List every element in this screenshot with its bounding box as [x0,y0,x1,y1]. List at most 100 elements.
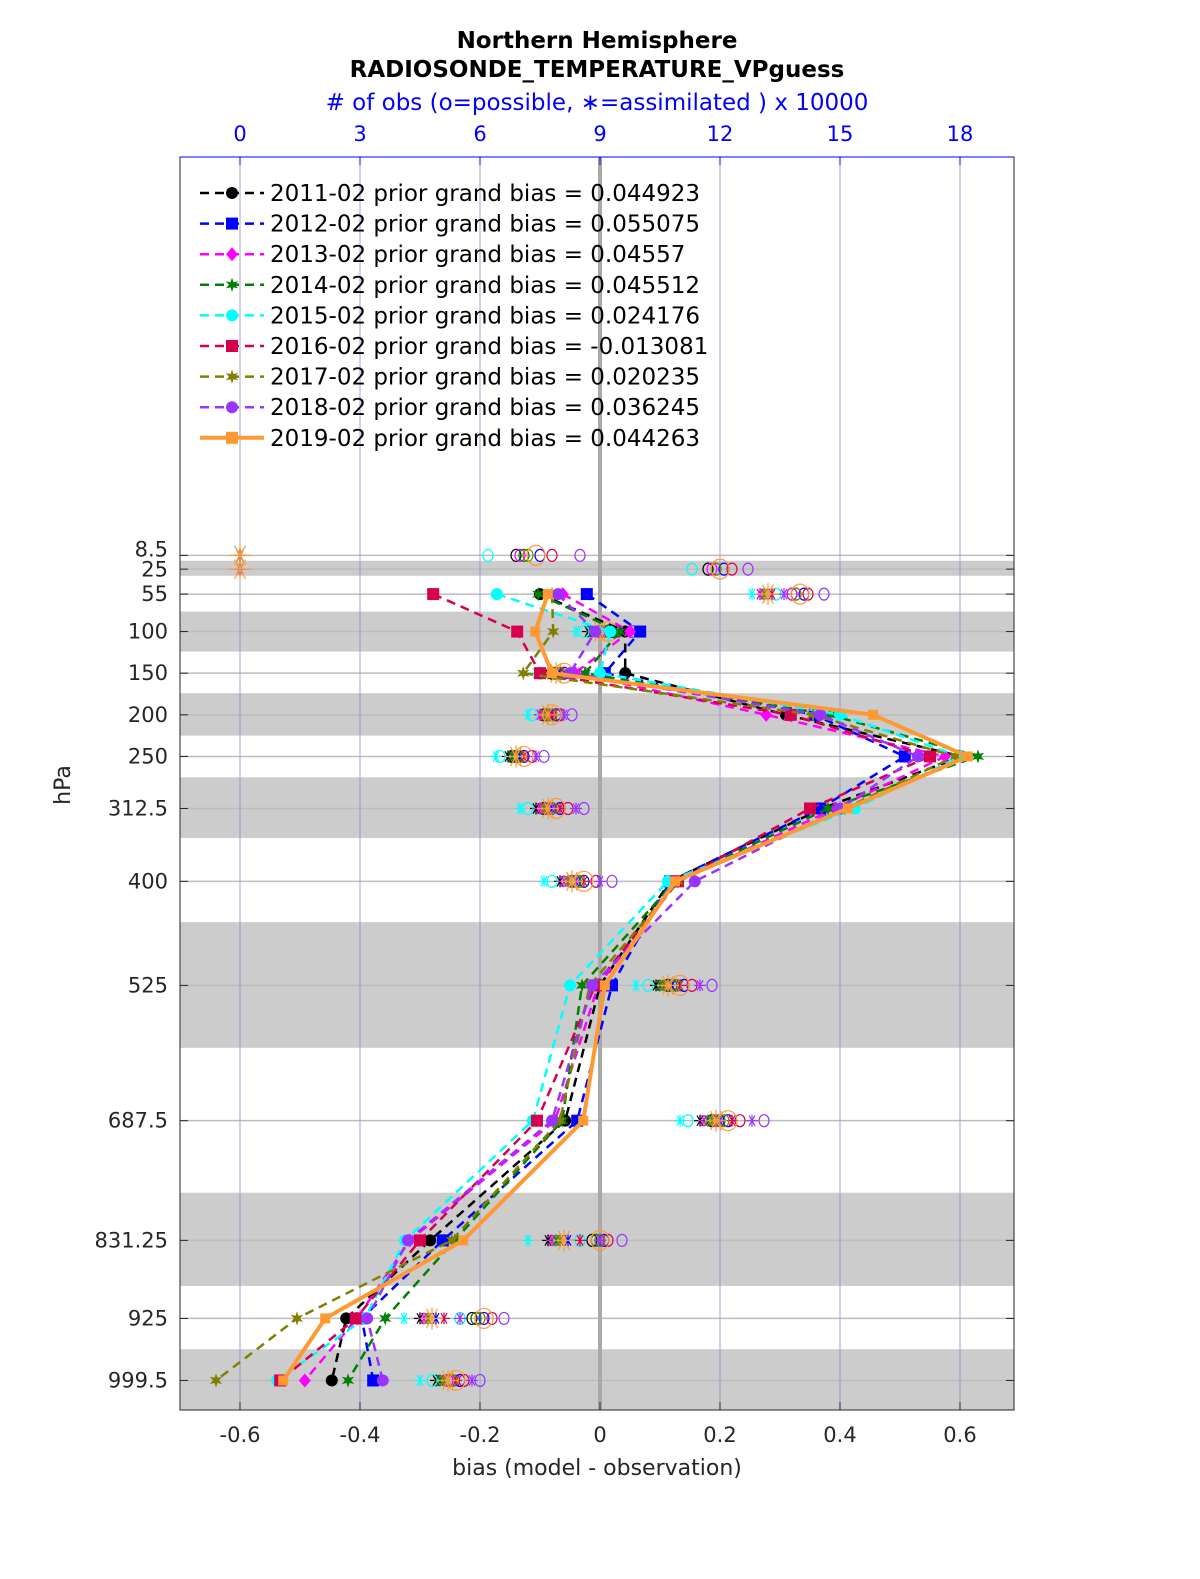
y-tick-label: 312.5 [108,796,168,820]
obs-possible-marker [790,583,810,605]
series-marker [971,749,985,764]
series-marker [604,625,617,638]
chart-title: Northern Hemisphere [457,28,738,54]
series-marker [517,666,530,681]
top-x-tick-label: 12 [707,122,734,146]
obs-assimilated-marker [746,1114,758,1127]
obs-assimilated-marker [522,1234,534,1247]
y-tick-label: 831.25 [95,1228,168,1252]
obs-possible-marker [522,548,534,562]
obs-assimilated-marker [726,1114,738,1127]
x-tick-label: 0.4 [823,1423,856,1447]
obs-possible-marker [498,1311,510,1326]
obs-possible-marker [574,548,586,562]
obs-assimilated-marker [522,708,534,721]
obs-possible-marker [510,548,522,562]
obs-possible-marker [616,1233,628,1247]
top-x-tick-label: 9 [593,122,606,146]
series-marker [320,1313,331,1324]
legend-item: 2014-02 prior grand bias = 0.045512 [200,273,700,299]
legend-marker [226,401,238,414]
series-marker [209,1373,223,1388]
series-marker [511,625,524,638]
top-x-tick-label: 3 [353,122,366,146]
series-marker [367,1374,380,1387]
obs-assimilated-marker [537,703,559,726]
legend-marker [225,369,239,384]
obs-possible-marker [466,1311,478,1326]
obs-possible-marker [470,1311,482,1326]
series-marker [458,1235,469,1246]
obs-assimilated-marker [561,870,583,893]
x-tick-label: 0.2 [703,1423,736,1447]
legend-label: 2012-02 prior grand bias = 0.055075 [270,212,700,238]
series-marker [531,1114,543,1127]
x-tick-label: -0.4 [340,1423,381,1447]
obs-possible-marker [590,1229,610,1251]
legend-item: 2019-02 prior grand bias = 0.044263 [200,426,700,452]
legend-marker [226,309,238,322]
layer-band [180,560,1014,576]
top-x-tick-label: 6 [473,122,486,146]
legend-label: 2011-02 prior grand bias = 0.044923 [270,181,700,207]
series-marker [547,668,557,679]
legend-item: 2017-02 prior grand bias = 0.020235 [200,365,700,391]
obs-possible-marker [546,548,558,562]
obs-possible-marker [758,1114,770,1128]
series-marker [634,625,647,638]
y-tick-label: 525 [128,973,168,997]
obs-assimilated-marker [514,802,526,815]
series-marker [814,708,827,721]
top-x-tick-label: 15 [827,122,854,146]
legend-label: 2019-02 prior grand bias = 0.044263 [270,426,700,452]
obs-assimilated-marker [505,745,527,768]
chart-subtitle: RADIOSONDE_TEMPERATURE_VPguess [350,57,845,83]
series-marker [823,707,836,722]
series-marker [546,1114,558,1127]
series-marker [349,1312,362,1325]
top-x-tick-label: 0 [233,122,246,146]
legend-label: 2017-02 prior grand bias = 0.020235 [270,365,700,391]
obs-assimilated-marker [694,979,706,992]
layer-band [180,777,1014,839]
legend-marker [226,340,238,352]
y-tick-label: 100 [128,620,168,644]
legend-marker [226,217,238,230]
y-tick-label: 925 [128,1306,168,1330]
series-marker [278,1375,289,1386]
series-marker [547,624,560,639]
obs-assimilated-marker [594,1234,606,1247]
obs-assimilated-marker [537,797,559,820]
obs-assimilated-marker [490,750,502,763]
series-marker [341,1373,355,1388]
series-marker [842,803,853,814]
series-marker [589,625,602,638]
series-marker [424,1234,437,1247]
series-line [346,592,983,1382]
series-marker [580,588,593,601]
series-marker [804,802,816,815]
legend-marker [225,277,239,292]
y-tick-label: 55 [141,582,168,606]
obs-assimilated-marker [414,1374,426,1387]
obs-assimilated-marker [437,1369,459,1392]
y-tick-label: 25 [141,557,168,581]
series-marker [784,708,797,721]
series-marker [445,1233,458,1248]
series-line [281,593,973,1382]
series-marker [340,1312,353,1325]
legend-item: 2012-02 prior grand bias = 0.055075 [200,212,700,238]
series-marker [376,1374,389,1387]
series-marker [402,1234,414,1247]
obs-possible-marker [710,558,730,580]
obs-possible-marker [518,548,530,562]
series-marker [564,979,576,992]
series-marker [427,588,440,601]
obs-possible-marker [802,587,814,601]
legend-item: 2016-02 prior grand bias = -0.013081 [200,334,708,360]
series-marker [361,1312,374,1325]
legend: 2011-02 prior grand bias = 0.044923 2012-… [200,181,708,452]
obs-possible-marker [482,548,494,562]
obs-possible-marker [726,562,738,576]
series-marker [949,749,962,764]
